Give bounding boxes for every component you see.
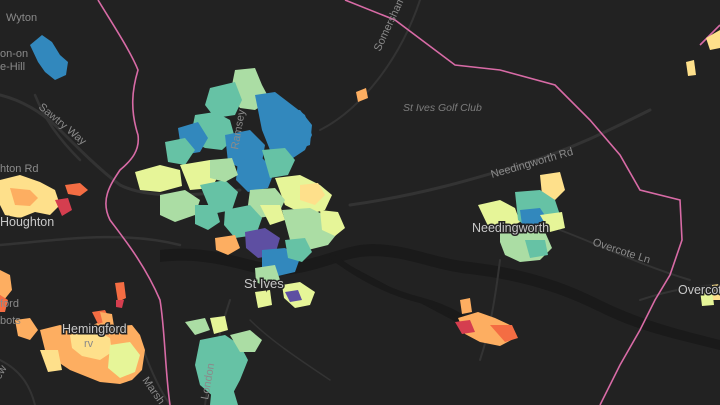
label-bots: bots — [0, 315, 21, 327]
label-hill-top: on-on — [0, 48, 28, 60]
label-overcote: Overcote — [678, 283, 720, 297]
label-hill-bottom: e-Hill — [0, 61, 25, 73]
label-rv: rv — [84, 338, 94, 350]
label-golf-club: St Ives Golf Club — [403, 102, 482, 114]
label-houghton-rd: hton Rd — [0, 163, 39, 175]
label-needingworth: Needingworth — [472, 221, 549, 235]
choropleth-areas — [0, 30, 720, 405]
label-st-ives: St Ives — [244, 276, 284, 291]
label-nw-road: ew — [0, 363, 10, 381]
district-boundary — [97, 0, 720, 405]
label-ford: ford — [0, 298, 19, 310]
label-houghton: Houghton — [0, 215, 54, 229]
label-hemingford: Hemingford — [62, 322, 127, 336]
label-wyton: Wyton — [6, 12, 37, 24]
